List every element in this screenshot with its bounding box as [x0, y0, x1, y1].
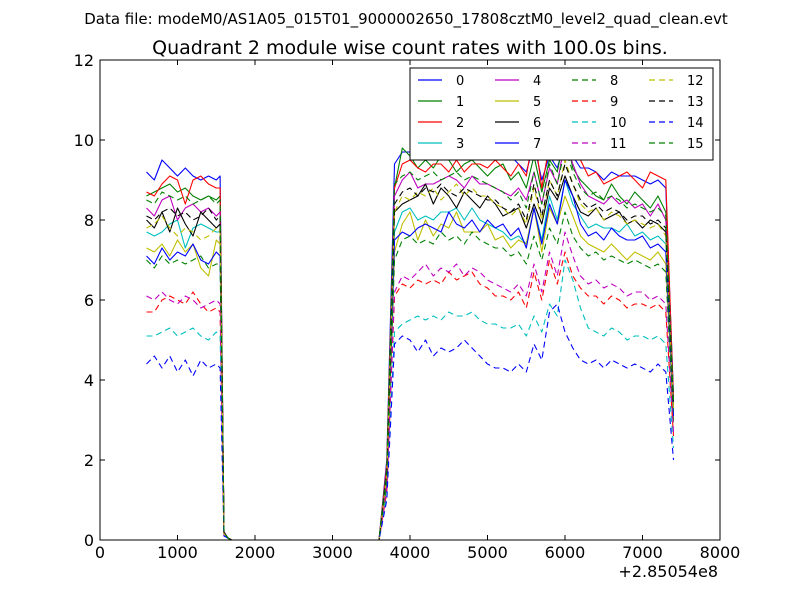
x-tick-label: 2000	[235, 543, 276, 562]
x-tick-label: 1000	[157, 543, 198, 562]
legend-label-14: 14	[687, 116, 704, 131]
legend-label-7: 7	[533, 137, 541, 152]
legend-label-3: 3	[456, 137, 464, 152]
y-tick-label: 6	[84, 291, 94, 310]
data-file-label: Data file: modeM0/AS1A05_015T01_90000026…	[84, 10, 728, 29]
axis-ticks: 0 1000 2000 3000 4000 5000 6000 7000 80000246810…	[74, 51, 741, 562]
legend-label-1: 1	[456, 95, 464, 110]
y-tick-label: 2	[84, 451, 94, 470]
legend-label-9: 9	[610, 95, 618, 110]
series-line-15	[146, 147, 675, 540]
y-tick-label: 4	[84, 371, 94, 390]
y-tick-label: 8	[84, 211, 94, 230]
x-offset-label: +2.85054e8	[618, 562, 718, 581]
series-line-12	[146, 159, 675, 540]
series-line-11	[146, 231, 675, 540]
x-tick-label: 0	[95, 543, 105, 562]
legend-box	[409, 67, 714, 161]
y-tick-label: 12	[74, 51, 94, 70]
x-tick-label: 6000	[545, 543, 586, 562]
legend-label-12: 12	[687, 74, 704, 89]
x-tick-label: 8000	[700, 543, 741, 562]
x-tick-label: 4000	[390, 543, 431, 562]
x-tick-label: 7000	[622, 543, 663, 562]
legend-label-5: 5	[533, 95, 541, 110]
legend-label-4: 4	[533, 74, 541, 89]
series-group	[146, 127, 675, 540]
legend-label-11: 11	[610, 137, 627, 152]
legend-label-6: 6	[533, 116, 541, 131]
series-line-9	[146, 251, 675, 540]
y-tick-label: 0	[84, 531, 94, 550]
x-tick-label: 5000	[467, 543, 508, 562]
legend-label-15: 15	[687, 137, 704, 152]
y-tick-label: 10	[74, 131, 94, 150]
x-tick-label: 3000	[312, 543, 353, 562]
legend-label-0: 0	[456, 74, 464, 89]
chart-title: Quadrant 2 module wise count rates with …	[152, 37, 668, 59]
legend-label-10: 10	[610, 116, 627, 131]
legend-label-2: 2	[456, 116, 464, 131]
series-line-14	[146, 303, 675, 540]
legend-label-8: 8	[610, 74, 618, 89]
legend-label-13: 13	[687, 95, 704, 110]
